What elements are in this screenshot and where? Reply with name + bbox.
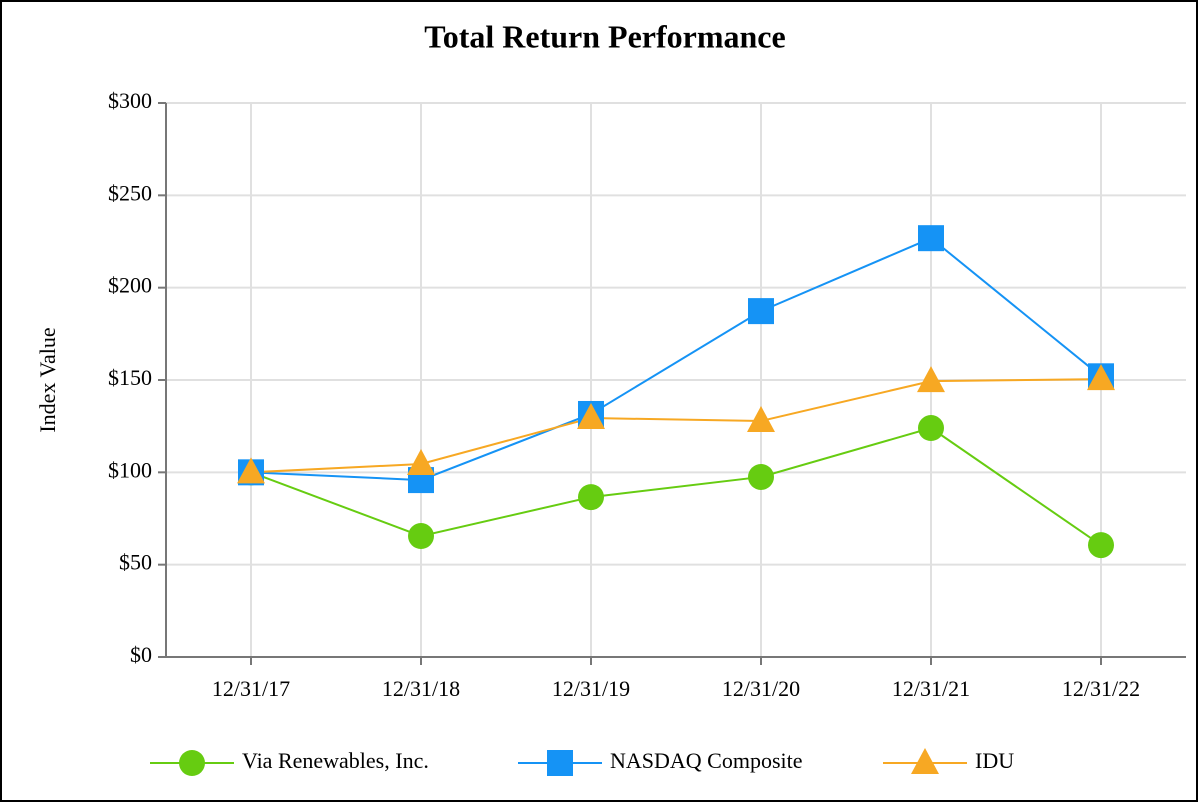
marker xyxy=(1087,364,1115,391)
marker xyxy=(547,750,573,776)
marker xyxy=(179,750,205,776)
y-tick-label: $150 xyxy=(108,365,152,390)
x-tick-label: 12/31/22 xyxy=(1062,676,1140,701)
series-line xyxy=(250,426,1102,546)
marker xyxy=(1088,532,1114,559)
legend-label: NASDAQ Composite xyxy=(610,748,803,773)
x-tick-label: 12/31/18 xyxy=(382,676,460,701)
marker xyxy=(748,463,774,490)
y-tick-label: $50 xyxy=(119,550,152,575)
marker xyxy=(748,298,774,325)
y-tick-label: $250 xyxy=(108,180,152,205)
y-tick-label: $300 xyxy=(108,88,152,113)
marker xyxy=(747,405,775,432)
y-tick-label: $200 xyxy=(108,273,152,298)
x-tick-label: 12/31/17 xyxy=(212,676,290,701)
x-tick-label: 12/31/21 xyxy=(892,676,970,701)
series-line xyxy=(250,237,1102,482)
chart-title: Total Return Performance xyxy=(424,18,785,54)
marker xyxy=(577,403,605,430)
marker xyxy=(407,449,435,476)
marker xyxy=(917,366,945,393)
y-axis-label: Index Value xyxy=(35,327,60,432)
series-line xyxy=(250,378,1102,474)
y-tick-label: $0 xyxy=(130,642,152,667)
x-tick-label: 12/31/20 xyxy=(722,676,800,701)
marker xyxy=(918,225,944,252)
legend-label: IDU xyxy=(975,748,1014,773)
marker xyxy=(578,484,604,511)
marker xyxy=(918,415,944,442)
marker xyxy=(237,457,265,484)
marker xyxy=(911,748,939,774)
y-tick-label: $100 xyxy=(108,457,152,482)
x-tick-label: 12/31/19 xyxy=(552,676,630,701)
legend-label: Via Renewables, Inc. xyxy=(242,748,429,773)
marker xyxy=(408,523,434,550)
